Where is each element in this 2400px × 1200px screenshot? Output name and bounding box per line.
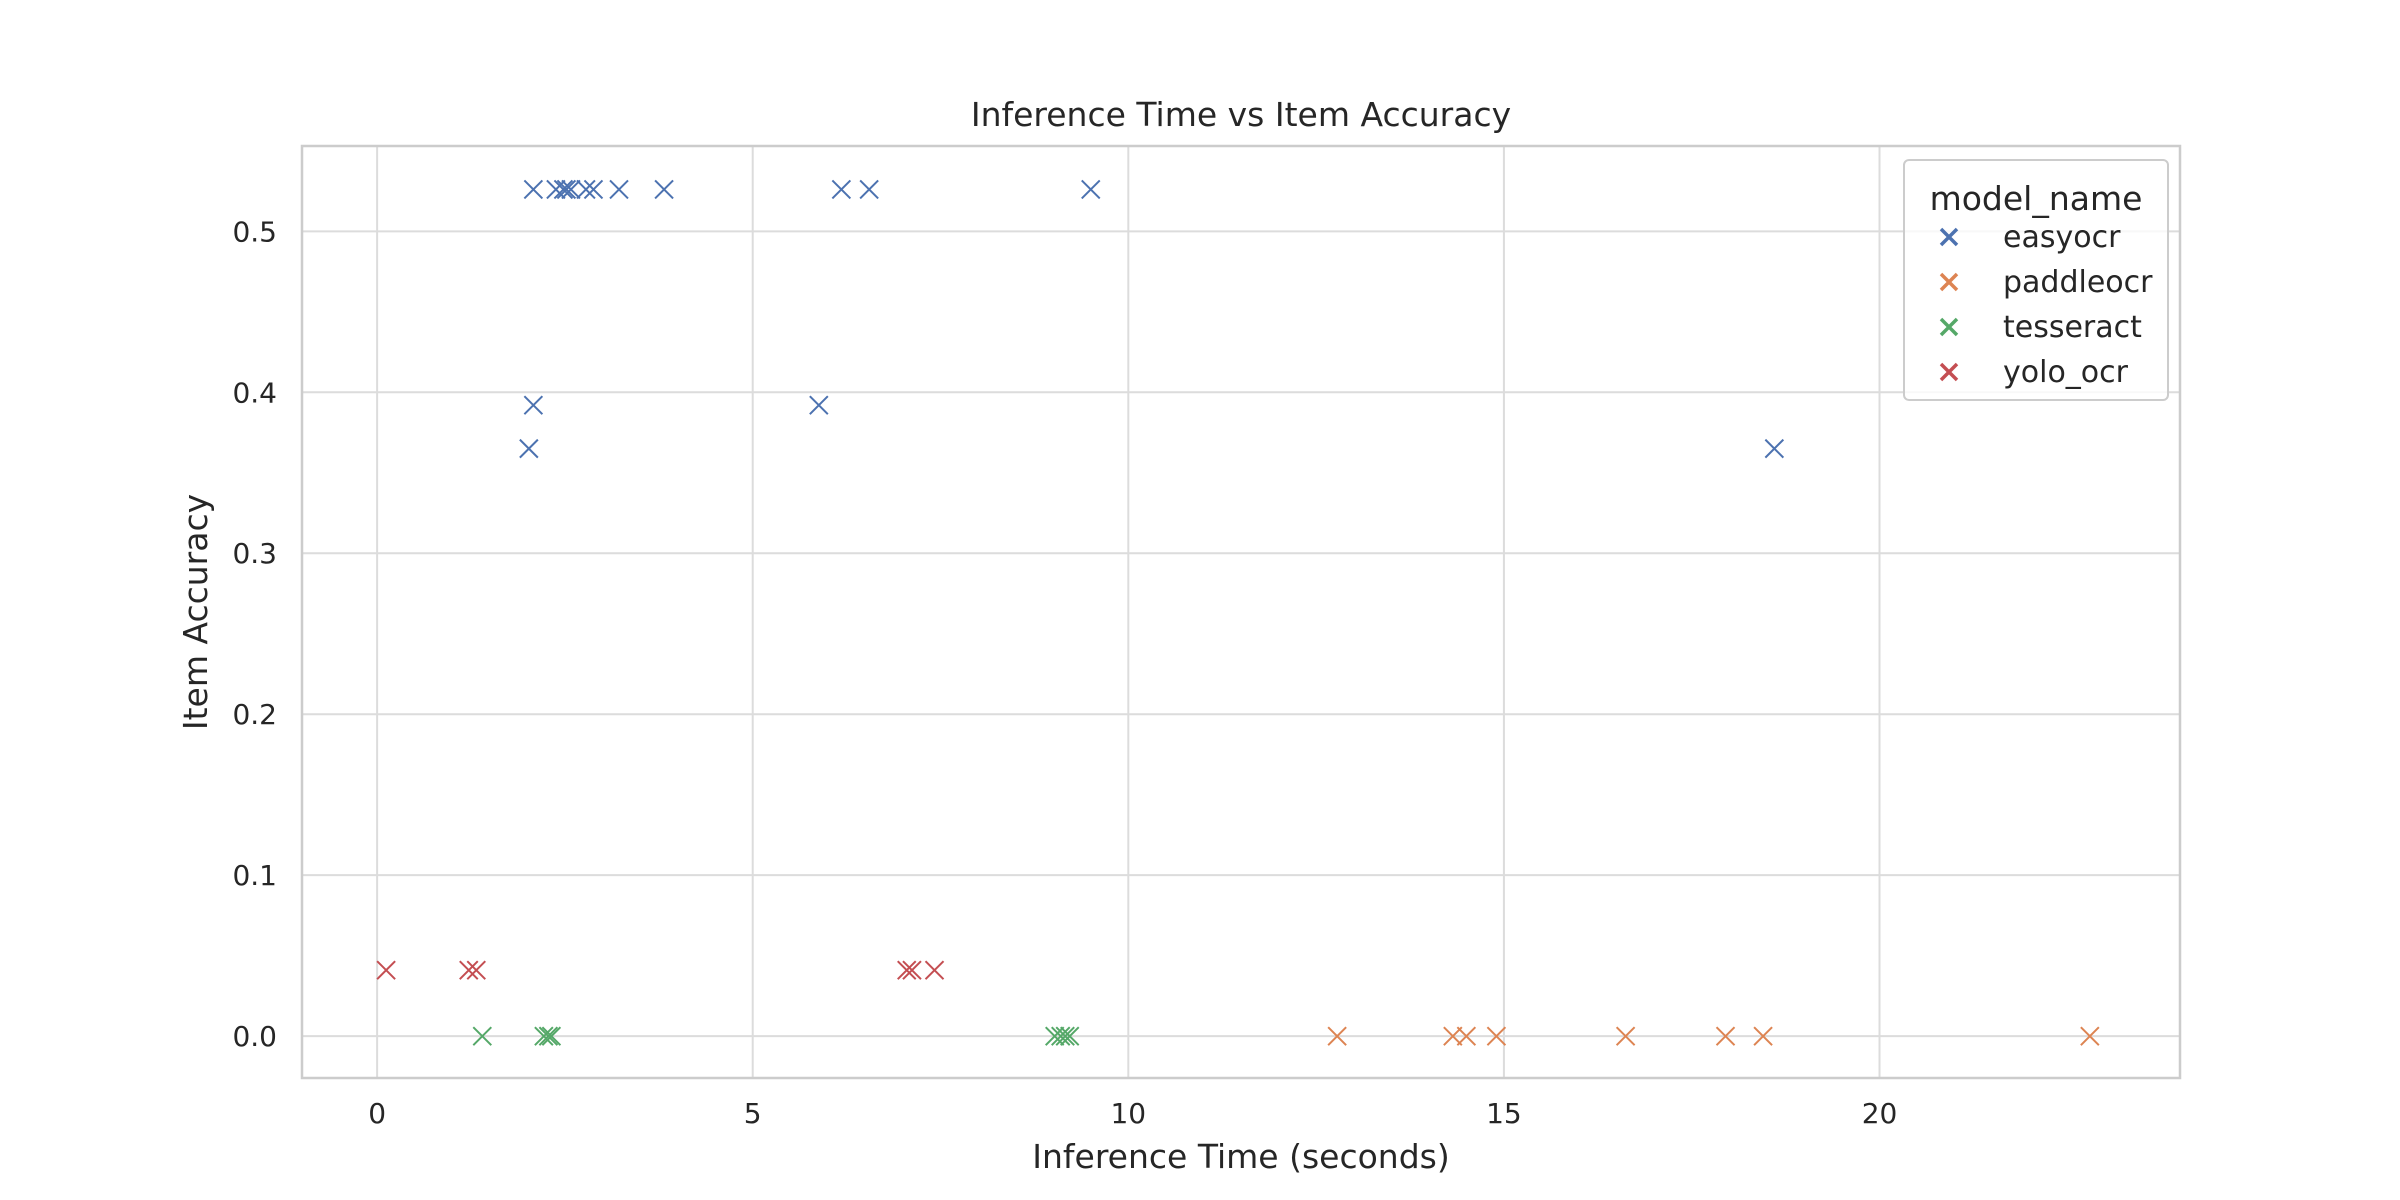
legend-box (1903, 159, 2169, 401)
x-tick-label: 15 (1486, 1097, 1522, 1130)
legend-label-yolo_ocr: yolo_ocr (2003, 355, 2129, 390)
y-tick-label: 0.2 (232, 698, 277, 731)
legend-label-tesseract: tesseract (2003, 310, 2142, 345)
y-tick-label: 0.4 (232, 376, 277, 409)
y-tick-label: 0.5 (232, 215, 277, 248)
point-paddleocr (1443, 1026, 1463, 1046)
point-easyocr (1764, 438, 1785, 459)
point-easyocr (809, 395, 829, 415)
point-easyocr (859, 179, 879, 200)
point-yolo_ocr (376, 960, 396, 980)
point-easyocr (553, 179, 574, 200)
point-yolo_ocr (466, 960, 486, 980)
chart-title: Inference Time vs Item Accuracy (971, 95, 1511, 134)
y-tick-label: 0.1 (232, 859, 277, 892)
point-yolo_ocr (924, 960, 945, 980)
grid-lines (302, 146, 2180, 1078)
y-axis-title: Item Accuracy (176, 494, 215, 730)
point-paddleocr (1456, 1026, 1477, 1046)
point-easyocr (583, 179, 604, 200)
x-tick-label: 10 (1110, 1097, 1146, 1130)
point-paddleocr (1327, 1026, 1347, 1046)
point-easyocr (1081, 179, 1101, 200)
legend-marker-paddleocr (1939, 272, 1959, 292)
point-easyocr (519, 438, 539, 459)
legend-marker-easyocr (1939, 227, 1959, 247)
point-paddleocr (1615, 1026, 1636, 1046)
data-points (376, 179, 2100, 1046)
point-easyocr (576, 179, 596, 200)
point-tesseract (534, 1026, 554, 1046)
point-easyocr (831, 179, 852, 200)
x-axis-title: Inference Time (seconds) (1032, 1137, 1449, 1176)
point-yolo_ocr (902, 960, 922, 980)
point-easyocr (556, 179, 577, 200)
legend-marker-tesseract (1939, 317, 1959, 337)
tick-labels: 0 5 10 15 20 0.0 0.1 0.2 0.3 0.4 0.5 (232, 215, 1897, 1130)
y-tick-label: 0.3 (232, 537, 277, 570)
plot-frame (300, 144, 2182, 1080)
point-tesseract (1060, 1026, 1080, 1046)
point-yolo_ocr (459, 960, 479, 980)
legend-label-easyocr: easyocr (2003, 220, 2121, 255)
x-tick-label: 0 (368, 1097, 386, 1130)
point-tesseract (541, 1026, 562, 1046)
x-tick-label: 5 (744, 1097, 762, 1130)
x-tick-label: 20 (1862, 1097, 1898, 1130)
point-paddleocr (1486, 1026, 1507, 1046)
point-easyocr (523, 179, 544, 200)
point-easyocr (609, 179, 629, 200)
point-tesseract (1051, 1026, 1071, 1046)
point-paddleocr (1753, 1026, 1773, 1046)
point-tesseract (472, 1026, 492, 1046)
legend-marker-yolo_ocr (1939, 362, 1959, 382)
legend-title: model_name (1930, 179, 2143, 218)
point-easyocr (546, 179, 566, 200)
y-tick-label: 0.0 (232, 1020, 277, 1053)
point-easyocr (523, 395, 544, 415)
point-tesseract (1055, 1026, 1075, 1046)
legend-items: easyocr paddleocr tesseract yolo_ocr (1939, 220, 2153, 390)
point-yolo_ocr (897, 960, 917, 980)
legend: model_name easyocr paddleocr tesseract yolo… (1903, 159, 2169, 401)
point-easyocr (561, 179, 581, 200)
legend-label-paddleocr: paddleocr (2003, 265, 2153, 300)
point-easyocr (654, 179, 674, 200)
point-paddleocr (2080, 1026, 2100, 1046)
point-tesseract (538, 1026, 559, 1046)
point-paddleocr (1715, 1026, 1736, 1046)
point-tesseract (1044, 1026, 1065, 1046)
